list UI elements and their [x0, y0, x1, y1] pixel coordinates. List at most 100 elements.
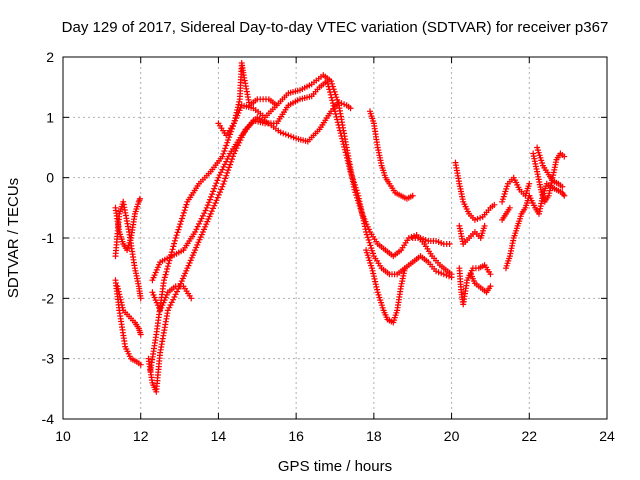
data-point-marker	[204, 202, 211, 209]
data-point-marker	[163, 268, 170, 275]
data-point-marker	[487, 283, 494, 290]
data-point-marker	[205, 199, 212, 206]
y-axis-title: SDTVAR / TECUs	[5, 178, 22, 298]
data-point-marker	[336, 127, 343, 134]
data-point-marker	[226, 164, 233, 171]
data-point-marker	[324, 80, 331, 87]
data-point-marker	[327, 91, 334, 98]
data-point-marker	[211, 185, 218, 192]
data-point-marker	[370, 270, 377, 277]
data-point-marker	[363, 231, 370, 238]
data-point-marker	[225, 153, 232, 160]
data-point-marker	[371, 275, 378, 282]
data-point-marker	[169, 246, 176, 253]
y-tick-label: 0	[46, 170, 54, 186]
data-point-marker	[164, 266, 171, 272]
data-point-marker	[346, 163, 353, 170]
data-point-marker	[118, 302, 125, 308]
data-point-marker	[203, 204, 210, 211]
data-point-marker	[218, 186, 225, 193]
data-point-marker	[224, 169, 231, 176]
data-point-marker	[331, 105, 338, 112]
data-point-marker	[212, 200, 219, 206]
data-point-marker	[326, 86, 333, 93]
data-point-marker	[367, 242, 374, 249]
data-point-marker	[221, 178, 228, 185]
y-tick-label: -2	[42, 290, 55, 306]
y-tick-label: 1	[46, 109, 54, 125]
data-point-marker	[165, 260, 172, 267]
data-point-marker	[174, 288, 180, 295]
data-point-marker	[212, 182, 219, 189]
data-point-marker	[162, 271, 169, 278]
data-point-marker	[561, 192, 568, 199]
data-point-marker	[491, 201, 498, 208]
data-point-marker	[220, 150, 227, 157]
data-point-marker	[211, 202, 218, 209]
data-point-marker	[446, 241, 453, 248]
x-tick-label: 18	[366, 428, 382, 444]
data-point-marker	[164, 263, 171, 270]
data-point-marker	[227, 161, 234, 168]
y-tick-label: -1	[42, 230, 55, 246]
data-point-marker	[182, 204, 189, 211]
data-point-marker	[117, 296, 124, 303]
data-point-marker	[273, 102, 280, 109]
data-point-marker	[339, 138, 346, 145]
data-point-marker	[340, 141, 347, 148]
data-point-marker	[325, 83, 332, 90]
data-point-marker	[214, 194, 221, 201]
data-point-marker	[194, 223, 201, 230]
data-point-marker	[329, 97, 336, 104]
data-point-marker	[207, 196, 213, 203]
data-point-marker	[235, 101, 242, 108]
data-point-marker	[365, 237, 372, 243]
data-point-marker	[216, 172, 223, 178]
data-point-marker	[202, 207, 209, 214]
data-point-marker	[344, 154, 350, 161]
data-point-marker	[220, 181, 227, 187]
data-point-marker	[223, 158, 230, 165]
data-point-marker	[175, 226, 182, 233]
data-point-marker	[225, 137, 232, 143]
data-point-marker	[219, 183, 226, 190]
data-point-marker	[353, 187, 360, 194]
data-point-marker	[166, 304, 173, 311]
data-point-marker	[170, 243, 177, 250]
data-point-marker	[335, 99, 341, 106]
data-point-marker	[115, 285, 121, 292]
data-point-marker	[332, 108, 338, 115]
data-point-marker	[213, 180, 220, 187]
data-point-marker	[161, 274, 168, 281]
data-point-marker	[215, 174, 222, 181]
data-point-marker	[448, 274, 455, 281]
data-point-marker	[334, 116, 341, 123]
x-axis-title: GPS time / hours	[278, 458, 392, 475]
data-point-marker	[348, 171, 355, 178]
data-point-marker	[219, 153, 226, 160]
data-point-marker	[116, 291, 123, 298]
data-point-marker	[223, 172, 230, 179]
data-point-marker	[222, 175, 229, 182]
data-point-marker	[213, 197, 220, 204]
data-point-marker	[198, 215, 205, 222]
data-point-marker	[224, 139, 231, 146]
data-point-marker	[352, 184, 359, 191]
data-point-marker	[208, 208, 215, 215]
x-tick-label: 12	[133, 428, 149, 444]
data-point-marker	[481, 222, 488, 229]
data-point-marker	[344, 157, 351, 164]
data-point-marker	[354, 190, 361, 197]
grid-layer	[63, 57, 607, 419]
chart-title: Day 129 of 2017, Sidereal Day-to-day VTE…	[62, 19, 609, 36]
data-point-marker	[137, 361, 144, 368]
data-point-marker	[341, 144, 348, 150]
data-point-marker	[225, 167, 232, 174]
data-point-marker	[171, 240, 178, 247]
data-point-marker	[176, 223, 183, 230]
data-point-marker	[339, 135, 346, 142]
data-point-marker	[223, 142, 230, 149]
data-point-marker	[232, 112, 239, 119]
x-tick-label: 22	[521, 428, 537, 444]
